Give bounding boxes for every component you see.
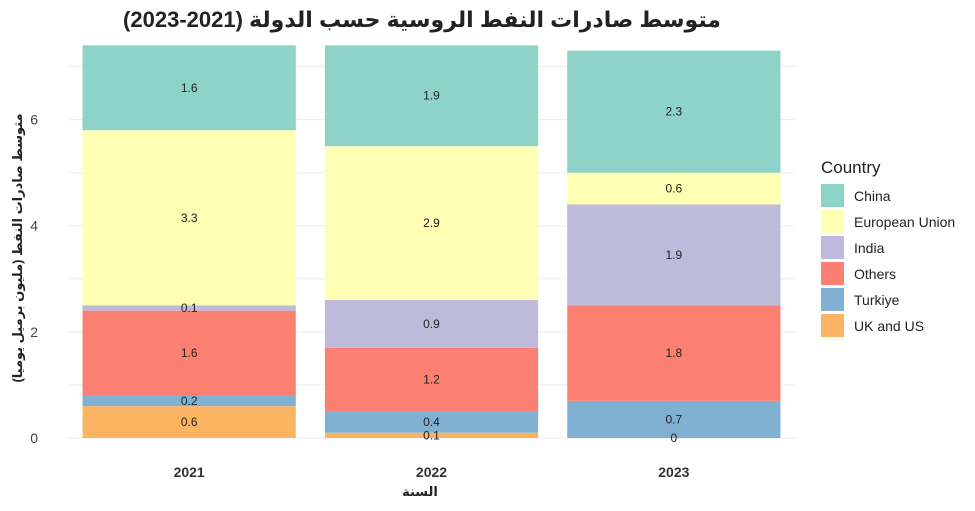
segment-value-label: 0.4: [423, 415, 440, 429]
bar-segment: [324, 146, 539, 301]
bar-segment: [82, 406, 296, 438]
legend-item-label: UK and US: [854, 318, 924, 334]
x-tick-label: 2023: [658, 464, 689, 480]
y-tick-label: 4: [30, 218, 38, 234]
bar-segment: [567, 172, 781, 205]
y-tick-label: 0: [30, 430, 38, 446]
y-tick-label: 2: [30, 324, 38, 340]
legend-item-label: Turkiye: [854, 292, 900, 308]
chart-title: متوسط صادرات النفط الروسية حسب الدولة (2…: [123, 7, 721, 33]
segment-value-label: 0.1: [423, 428, 440, 442]
segment-value-label: 2.3: [665, 105, 682, 119]
legend: Country China European Union India Others Tu…: [821, 158, 955, 337]
x-tick-label: 2022: [416, 464, 447, 480]
legend-item-label: China: [854, 188, 891, 204]
bar-segment: [324, 45, 539, 147]
legend-swatch: [821, 262, 844, 285]
bar-segment: [82, 130, 296, 306]
segment-value-label: 0.6: [181, 415, 198, 429]
segment-value-label: 1.8: [665, 346, 682, 360]
y-tick-label: 6: [30, 112, 38, 128]
bar-segment: [82, 45, 296, 131]
legend-swatch: [821, 236, 844, 259]
x-tick-label: 2021: [174, 464, 205, 480]
bar-segment: [567, 305, 781, 401]
legend-item-label: Others: [854, 266, 896, 282]
legend-swatch: [821, 314, 844, 337]
bar-segment: [567, 50, 781, 173]
segment-value-label: 0.2: [181, 394, 198, 408]
segment-value-label: 0.6: [665, 182, 682, 196]
bar-segment: [324, 432, 539, 438]
segment-value-label: 1.9: [665, 248, 682, 262]
legend-swatch: [821, 184, 844, 207]
bar-segment: [82, 305, 296, 311]
bars: [82, 45, 781, 438]
bar-segment: [324, 411, 539, 433]
segment-value-label: 1.2: [423, 373, 440, 387]
bar-segment: [567, 400, 781, 438]
y-axis-label: متوسط صادرات النفط (مليون برميل يوميا): [10, 113, 25, 382]
bar-segment: [82, 310, 296, 396]
segment-value-label: 0.1: [181, 301, 198, 315]
legend-swatch: [821, 210, 844, 233]
x-axis-label: السنة: [402, 484, 438, 499]
segment-value-label: 1.6: [181, 346, 198, 360]
segment-value-label: 3.3: [181, 211, 198, 225]
bar-segment: [324, 347, 539, 412]
x-axis-ticks: 2021 2022 2023: [174, 464, 690, 480]
legend-item-label: European Union: [854, 214, 955, 230]
segment-value-label: 1.6: [181, 81, 198, 95]
legend-item-label: India: [854, 240, 885, 256]
segment-value-label: 1.9: [423, 89, 440, 103]
segment-value-label: 0.9: [423, 317, 440, 331]
legend-title: Country: [821, 158, 881, 177]
bar-segment: [567, 204, 781, 306]
segment-value-label: 0: [670, 431, 677, 445]
legend-swatch: [821, 288, 844, 311]
bar-segment: [82, 395, 296, 407]
segment-value-label: 0.7: [665, 412, 682, 426]
y-axis-ticks: 0 2 4 6: [30, 112, 38, 446]
segment-labels: 0.60.21.60.13.31.60.10.41.20.92.91.900.7…: [181, 81, 683, 445]
bar-segment: [324, 300, 539, 348]
segment-value-label: 2.9: [423, 216, 440, 230]
